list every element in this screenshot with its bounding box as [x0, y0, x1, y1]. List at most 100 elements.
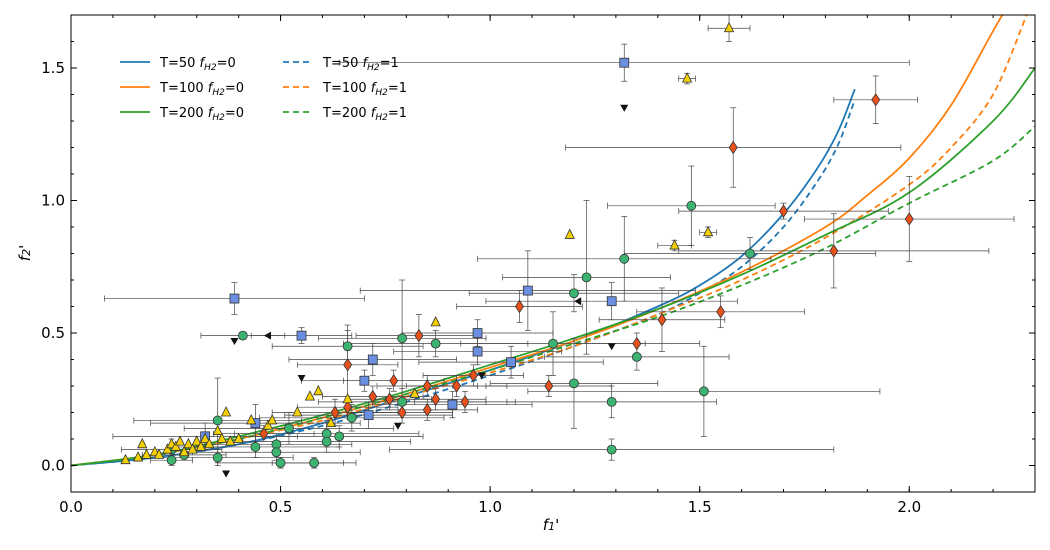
legend-label: T=50 fH2=0 [159, 56, 236, 73]
data-point-diamond [422, 379, 432, 393]
data-point-triangle [183, 437, 194, 449]
data-point-diamond [904, 212, 914, 226]
data-point-circle [619, 253, 630, 264]
data-point-circle [745, 248, 755, 259]
limit-arrow [222, 470, 231, 478]
legend: T=50 fH2=0 T=100 fH2=0 T=200 fH2=0 T=50 fH2… [120, 56, 407, 123]
data-point-triangle [702, 225, 714, 237]
y-tick-label: 1.5 [41, 59, 65, 77]
data-point-square [359, 375, 370, 386]
data-point-circle [631, 351, 642, 362]
limit-arrow [607, 343, 616, 351]
data-point-diamond [657, 313, 667, 327]
data-point-triangle [681, 72, 693, 83]
data-point-square [472, 346, 483, 357]
data-point-circle [334, 431, 345, 442]
x-tick-label: 0.0 [59, 498, 83, 516]
axes-layer: 0.0 0.5 1.0 1.5 2.0 0.0 0.5 1.0 1.5 [41, 14, 1036, 516]
data-point-square [522, 285, 533, 296]
data-point-diamond [431, 392, 441, 406]
data-point-triangle [342, 392, 353, 404]
data-point-diamond [397, 405, 407, 420]
x-tick-label: 2.0 [897, 498, 921, 516]
data-point-triangle [141, 448, 152, 459]
data-point-circle [698, 386, 709, 397]
data-point-diamond [779, 204, 789, 218]
data-point-diamond [343, 400, 353, 414]
data-point-triangle [120, 453, 131, 465]
data-point-triangle [233, 432, 244, 443]
data-point-square [367, 354, 378, 365]
data-point-diamond [514, 299, 524, 314]
data-point-diamond [259, 426, 269, 441]
data-point-circle [569, 378, 579, 389]
data-point-triangle [669, 239, 680, 250]
legend-label: T=200 fH2=0 [159, 106, 244, 123]
y-tick-label: 0.5 [41, 324, 65, 342]
legend-label: T=100 fH2=0 [159, 81, 244, 98]
data-point-triangle [132, 451, 144, 462]
limit-arrow [263, 331, 271, 340]
data-point-triangle [179, 445, 190, 457]
data-point-triangle [195, 440, 207, 451]
plot-frame [70, 14, 1036, 493]
data-point-triangle [170, 440, 181, 451]
limit-arrow [574, 297, 582, 306]
data-point-square [363, 410, 374, 421]
data-point-circle [581, 272, 592, 283]
data-point-circle [606, 444, 617, 455]
limit-arrow [230, 337, 239, 345]
y-axis-label: f2' [16, 245, 34, 261]
data-point-diamond [468, 368, 478, 383]
data-point-square [506, 357, 516, 368]
y-tick-label: 0.0 [41, 457, 65, 475]
data-point-triangle [204, 437, 215, 449]
data-point-circle [686, 200, 697, 211]
data-point-triangle [162, 443, 173, 454]
y-tick-label: 1.0 [41, 192, 65, 210]
data-point-triangle [409, 387, 420, 398]
data-point-triangle [199, 432, 211, 443]
data-point-triangle [220, 406, 232, 417]
data-point-circle [397, 333, 408, 344]
data-point-diamond [460, 395, 470, 409]
points-layer [104, 15, 1015, 478]
x-axis-label: f1' [543, 516, 559, 534]
x-tick-label: 1.0 [478, 498, 502, 516]
limit-arrow [620, 104, 629, 112]
data-point-diamond [343, 358, 353, 372]
data-point-triangle [174, 435, 186, 446]
data-point-triangle [262, 419, 274, 430]
data-point-triangle [564, 228, 575, 239]
data-point-circle [430, 338, 441, 349]
data-point-diamond [422, 403, 432, 417]
data-point-circle [346, 412, 357, 423]
data-point-diamond [389, 373, 399, 388]
data-point-circle [271, 447, 282, 458]
data-point-triangle [325, 416, 337, 428]
data-point-circle [212, 452, 223, 463]
data-point-circle [606, 396, 617, 407]
data-point-triangle [191, 435, 202, 446]
data-point-square [296, 330, 307, 341]
data-point-triangle [216, 432, 228, 443]
data-point-circle [569, 288, 579, 299]
data-point-triangle [212, 424, 223, 435]
data-point-circle [397, 396, 408, 407]
data-point-circle [212, 415, 223, 426]
data-point-diamond [368, 389, 378, 404]
data-point-diamond [544, 379, 554, 393]
data-point-diamond [716, 305, 726, 319]
data-point-diamond [829, 244, 839, 258]
data-point-circle [166, 455, 177, 466]
legend-label: T=200 fH2=1 [322, 106, 407, 123]
data-point-triangle [313, 384, 324, 396]
data-point-circle [237, 330, 248, 341]
data-point-triangle [292, 406, 303, 417]
data-point-diamond [632, 336, 642, 351]
data-point-diamond [414, 328, 424, 343]
x-tick-label: 0.5 [269, 498, 293, 516]
data-point-triangle [723, 21, 735, 33]
data-point-circle [309, 457, 319, 468]
